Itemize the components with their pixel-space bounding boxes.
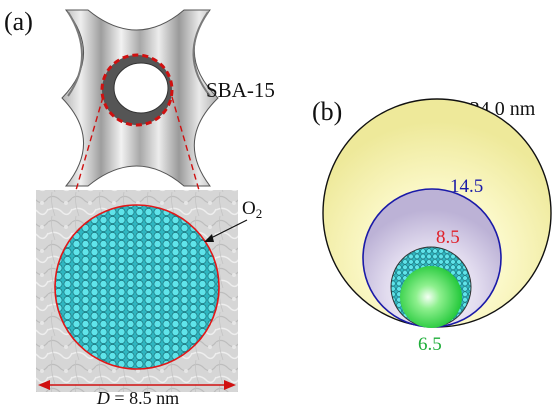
projection-line-left [49,96,104,281]
o2-label: O2 [242,198,262,221]
panel-a-label: (a) [4,7,33,36]
o2-pointer-arrowhead [204,234,214,242]
pore-label-8-5: 8.5 [436,227,460,248]
projection-line-right [171,96,226,281]
o2-pointer-line [206,219,248,241]
diameter-arrow-right [224,380,236,390]
pore-highlight-dashed-circle [100,53,174,127]
diameter-arrow-left [38,380,50,390]
pore-label-14-5: 14.5 [450,176,483,197]
channel-shadow-right [192,11,211,97]
magnified-pore-with-o2 [54,204,220,370]
channel-shadow-left [67,11,83,97]
panel-b-label: (b) [312,97,342,126]
pore-opening [113,62,169,114]
sba15-label: SBA-15 [206,78,275,102]
diameter-label-a: D = 8.5 nm [96,388,179,408]
pore-6-5-nm [400,266,462,328]
pore-label-6-5: 6.5 [418,334,442,355]
